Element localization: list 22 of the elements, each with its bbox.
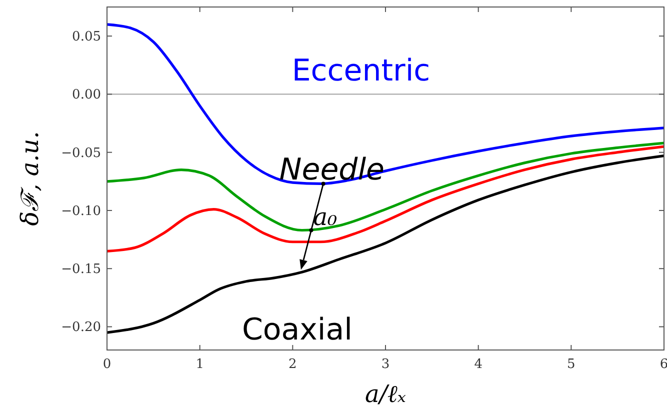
line-series: [107, 142, 664, 232]
x-tick-label: 4: [474, 357, 482, 372]
y-axis-title: δℱ, a.u.: [16, 131, 44, 226]
x-tick-label: 3: [381, 357, 390, 372]
x-axis-title: a/ℓₓ: [365, 380, 406, 408]
annotation: a₀: [313, 203, 338, 232]
x-tick-label: 2: [288, 357, 297, 372]
annotation: Needle: [279, 152, 385, 188]
y-tick-label: −0.05: [61, 146, 101, 161]
y-tick-label: −0.10: [61, 204, 101, 219]
x-tick-label: 6: [660, 357, 667, 372]
y-tick-label: −0.15: [61, 262, 101, 278]
x-tick-label: 5: [567, 357, 576, 372]
y-tick-label: 0.00: [72, 88, 101, 103]
series-label: Coaxial: [242, 312, 352, 348]
x-tick-label: 0: [102, 357, 112, 372]
line-series: [107, 23, 664, 186]
y-tick-label: −0.20: [61, 320, 101, 336]
y-tick-label: 0.05: [72, 30, 101, 45]
line-series: [107, 145, 664, 252]
x-tick-label: 1: [196, 357, 204, 372]
text: Eccentric: [292, 53, 430, 88]
